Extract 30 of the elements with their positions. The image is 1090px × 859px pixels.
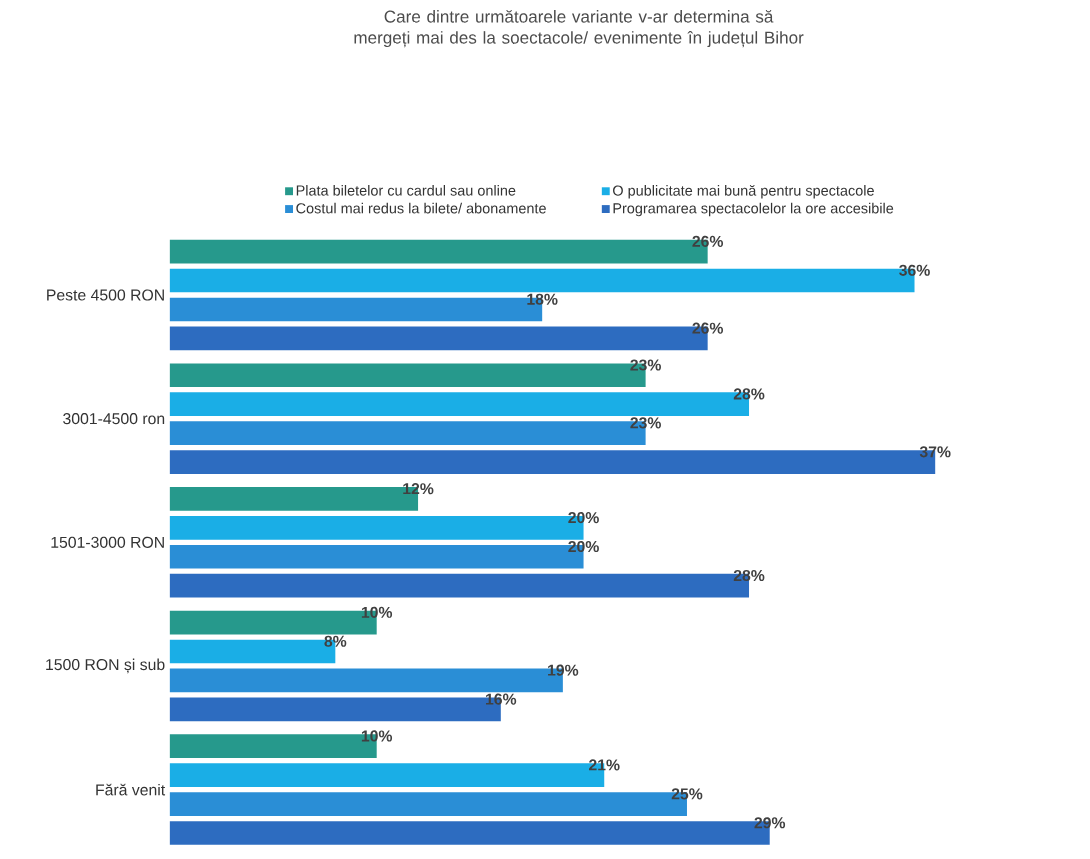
legend-label: Plata biletelor cu cardul sau online (296, 184, 516, 196)
data-label: 26% (692, 322, 724, 334)
data-label: 28% (733, 388, 765, 400)
data-label: 21% (589, 759, 620, 771)
data-label: 19% (548, 664, 579, 676)
data-label: 18% (527, 293, 558, 305)
legend-label: Costul mai redus la bilete/ abonamente (296, 202, 546, 214)
y-tick-label: 3001-4500 ron (63, 412, 165, 425)
data-label: 28% (733, 569, 765, 581)
data-label: 29% (754, 817, 786, 829)
data-label: 20% (568, 540, 599, 552)
y-tick-label: 1501-3000 RON (51, 536, 164, 548)
data-label: 20% (568, 511, 599, 524)
data-label: 23% (630, 417, 661, 429)
data-label: 23% (630, 359, 661, 371)
legend-label: Programarea spectacolelor la ore accesibile (613, 202, 894, 217)
y-tick-label: 1500 RON și sub (46, 658, 165, 674)
y-tick-label: Fără venit (96, 783, 166, 796)
data-label: 10% (361, 606, 393, 618)
data-label: 25% (671, 788, 703, 800)
legend-label: O publicitate mai bună pentru spectacole (613, 184, 874, 199)
chart-title: Care dintre următoarele variante v-ar determina să mergeți mai des la soectacole/ evenimente în județul Bihor (354, 9, 804, 48)
data-label: 8% (324, 635, 347, 647)
data-label: 37% (919, 446, 951, 458)
y-tick-label: Peste 4500 RON (47, 289, 164, 301)
data-label: 10% (361, 730, 393, 742)
data-label: 36% (899, 264, 930, 276)
data-label: 26% (692, 235, 724, 247)
data-label: 16% (486, 693, 517, 705)
data-label: 12% (403, 482, 434, 495)
